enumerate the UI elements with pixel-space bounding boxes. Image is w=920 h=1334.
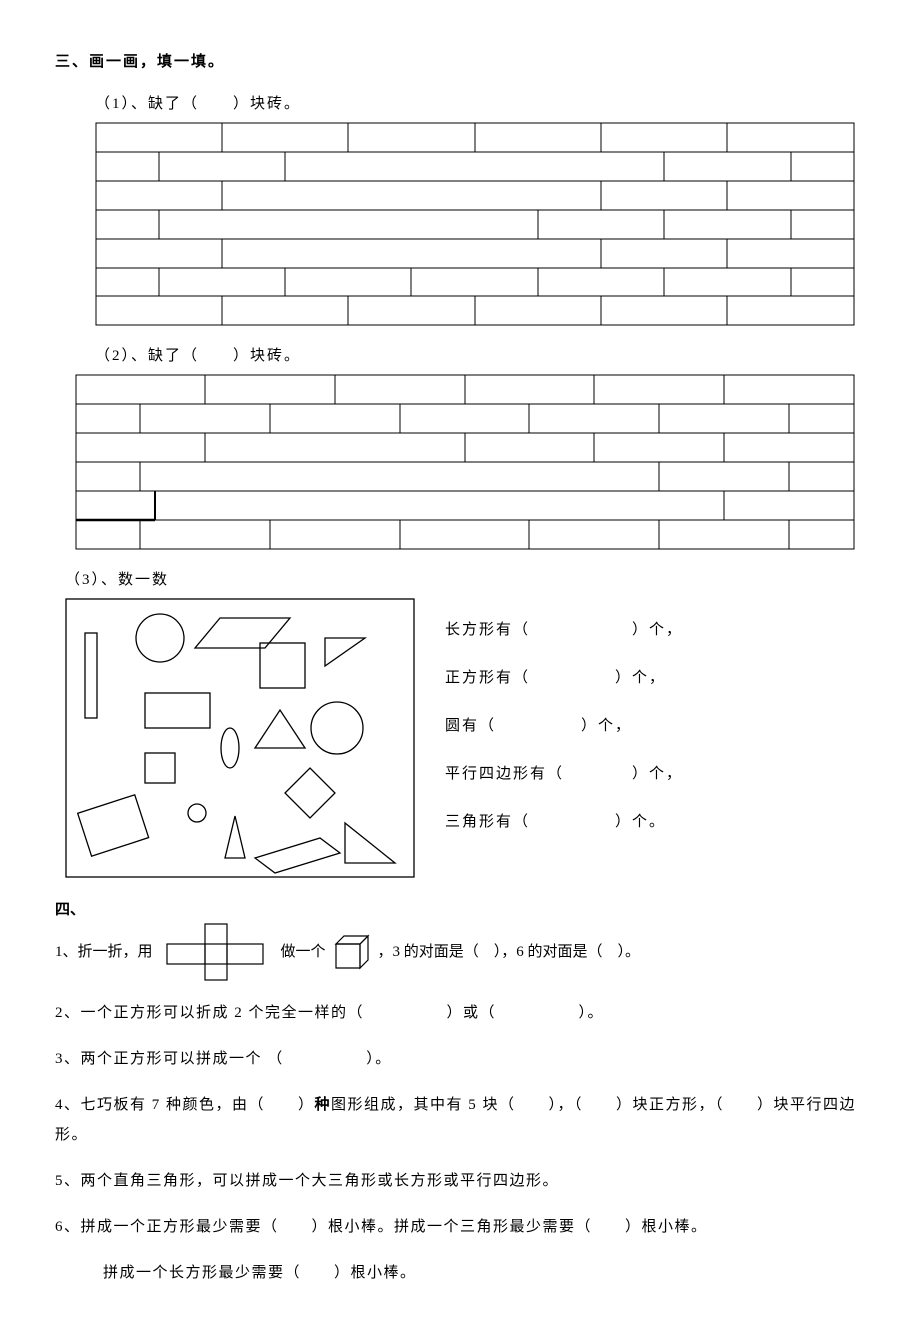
ans-rect: 长方形有（ ）个， [445,618,683,642]
wall2-diagram [75,374,855,550]
ans-para: 平行四边形有（ ）个， [445,762,683,786]
cross-net-icon [157,922,277,982]
cube-icon [330,932,374,972]
ans-square: 正方形有（ ）个， [445,666,683,690]
shapes-box [65,598,415,878]
q4-2: 2、一个正方形可以折成 2 个完全一样的（ ）或（ ）。 [55,998,865,1028]
wall1-diagram [95,122,855,326]
q4-3: 3、两个正方形可以拼成一个 （ ）。 [55,1044,865,1074]
q4-6b: 拼成一个长方形最少需要（ ）根小棒。 [103,1258,865,1288]
section4-title: 四、 [55,898,865,922]
section3-title: 三、画一画，填一填。 [55,50,865,74]
ans-tri: 三角形有（ ）个。 [445,810,683,834]
q1-label: （1）、缺了（ ）块砖。 [95,92,865,116]
q2-label: （2）、缺了（ ）块砖。 [95,344,865,368]
q4-1c: ，3 的对面是（ ），6 的对面是（ ）。 [378,940,641,964]
q4-1a: 1、折一折，用 [55,940,153,964]
q4-4: 4、七巧板有 7 种颜色，由（ ）种图形组成，其中有 5 块（ ），（ ）块正方… [55,1090,865,1150]
q4-1b: 做一个 [281,940,326,964]
q4-1: 1、折一折，用 做一个 ，3 的对面是（ ），6 的对面是（ ）。 [55,922,865,982]
q3-label: （3）、数一数 [65,568,865,592]
ans-circle: 圆有（ ）个， [445,714,683,738]
q4-5: 5、两个直角三角形，可以拼成一个大三角形或长方形或平行四边形。 [55,1166,865,1196]
q4-6a: 6、拼成一个正方形最少需要（ ）根小棒。拼成一个三角形最少需要（ ）根小棒。 [55,1212,865,1242]
